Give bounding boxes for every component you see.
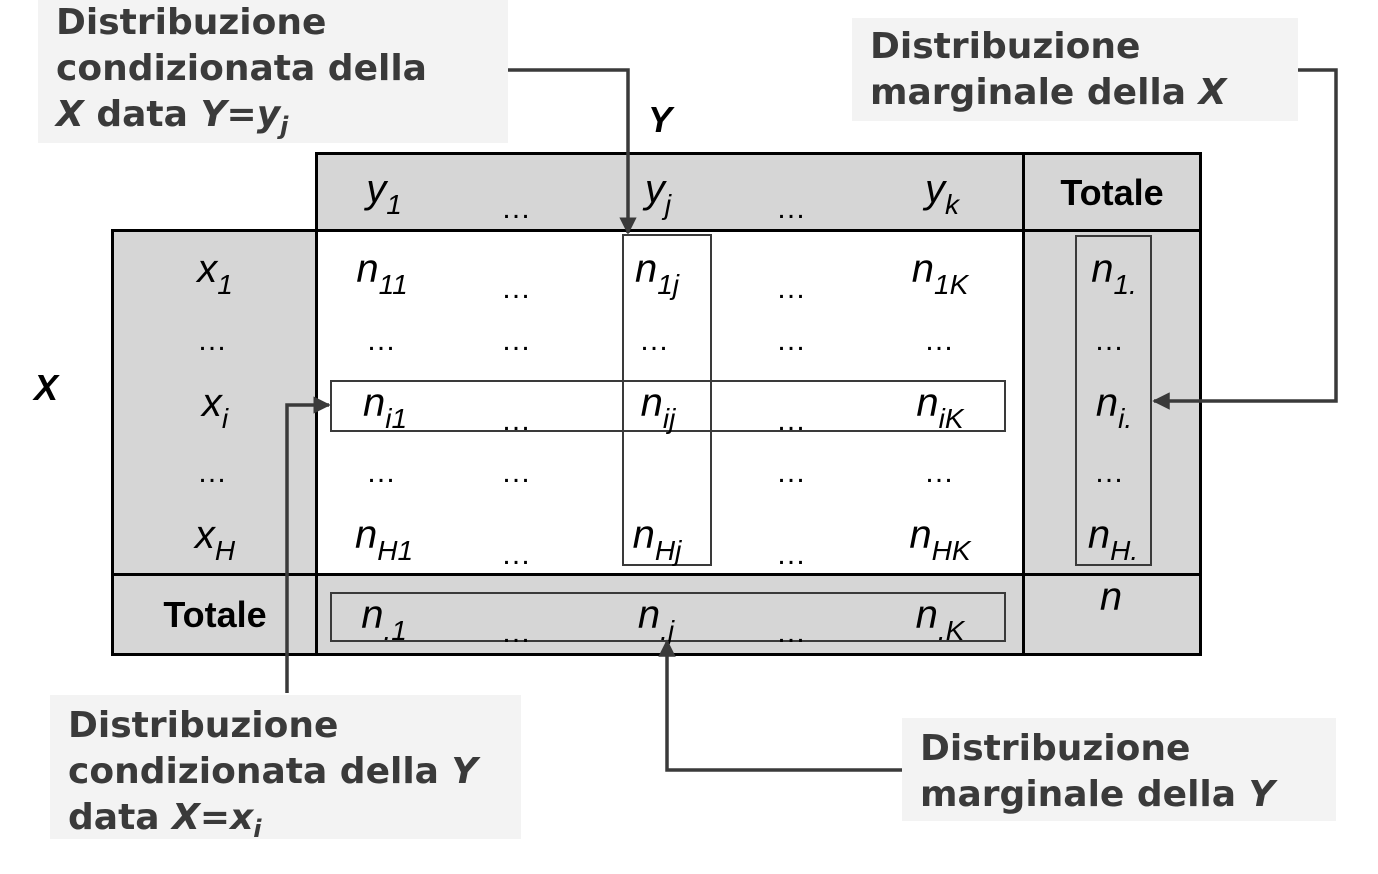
cell-ellipsis: … xyxy=(639,324,671,357)
annotation-line-2: condizionata della xyxy=(56,48,427,89)
grand-total: n xyxy=(1099,575,1123,619)
col-total-n1: n.1 xyxy=(361,593,407,646)
header-y1: y1 xyxy=(366,167,402,220)
row-label-x1: x1 xyxy=(197,247,233,300)
arrow-conditional-y xyxy=(285,396,331,693)
annotation-line-2: marginale della Y xyxy=(920,774,1275,815)
cell-ellipsis: … xyxy=(366,324,398,357)
annotation-conditional-x: Distribuzione condizionata della X data … xyxy=(38,0,508,143)
annotation-line-1: Distribuzione xyxy=(56,2,327,43)
header-total: Totale xyxy=(1060,172,1164,213)
row-label-background xyxy=(112,231,317,655)
row-variable-label: X xyxy=(34,367,59,408)
row-label-ellipsis: … xyxy=(197,324,229,357)
cell-ellipsis: … xyxy=(924,456,956,489)
cell-ellipsis: … xyxy=(776,404,808,437)
cell-ellipsis: … xyxy=(366,456,398,489)
cell-n11: n11 xyxy=(356,247,408,300)
arrow-conditional-x xyxy=(508,68,637,235)
table-line xyxy=(316,152,1202,155)
cell-nH1: nH1 xyxy=(354,513,414,566)
cell-ellipsis: … xyxy=(924,324,956,357)
annotation-marginal-x: Distribuzione marginale della X xyxy=(852,18,1298,121)
cell-n1j: n1j xyxy=(634,247,680,300)
cell-ellipsis: … xyxy=(776,538,808,571)
row-total-ellipsis: … xyxy=(1094,456,1126,489)
header-ellipsis: … xyxy=(501,192,533,225)
annotation-line-2: condizionata della Y xyxy=(68,751,478,792)
table-line xyxy=(111,229,114,656)
table-line xyxy=(111,229,1202,232)
annotation-line-1: Distribuzione xyxy=(870,26,1141,67)
highlight-column-j xyxy=(622,234,712,566)
cell-ellipsis: … xyxy=(776,456,808,489)
cell-nHK: nHK xyxy=(909,513,971,566)
col-total-ellipsis: … xyxy=(501,616,533,649)
col-total-ellipsis: … xyxy=(776,616,808,649)
annotation-marginal-y: Distribuzione marginale della Y xyxy=(902,718,1336,821)
annotation-line-1: Distribuzione xyxy=(68,705,339,746)
row-total-nH: nH. xyxy=(1087,513,1139,566)
cell-ellipsis: … xyxy=(501,456,533,489)
row-label-xH: xH xyxy=(194,513,236,566)
cell-ellipsis: … xyxy=(501,538,533,571)
cell-ellipsis: … xyxy=(776,324,808,357)
cell-nij: nij xyxy=(640,381,676,434)
row-total-ellipsis: … xyxy=(1094,324,1126,357)
row-total-n1: n1. xyxy=(1091,247,1137,300)
table-line xyxy=(1199,152,1202,656)
row-label-total: Totale xyxy=(163,594,267,635)
highlight-row-totals xyxy=(1075,235,1152,566)
cell-nHj: nHj xyxy=(632,513,682,566)
header-yj: yj xyxy=(644,167,672,220)
row-total-ni: ni. xyxy=(1095,381,1133,434)
table-line xyxy=(111,573,1202,576)
annotation-line-3: X data Y=yj xyxy=(56,94,289,140)
cell-ni1: ni1 xyxy=(362,381,408,434)
column-variable-label: Y xyxy=(648,99,673,140)
annotation-conditional-y: Distribuzione condizionata della Y data … xyxy=(50,695,521,843)
cell-n1K: n1K xyxy=(911,247,969,300)
col-total-nK: n.K xyxy=(915,593,965,646)
cell-ellipsis: … xyxy=(776,272,808,305)
annotation-line-2: marginale della X xyxy=(870,72,1227,113)
row-total-background xyxy=(1024,231,1200,655)
header-yk: yk xyxy=(925,167,959,220)
header-ellipsis: … xyxy=(776,192,808,225)
cell-ellipsis: … xyxy=(501,324,533,357)
table-body-background xyxy=(317,231,1024,574)
highlight-row-i xyxy=(330,380,1006,432)
col-total-nj: n.j xyxy=(637,593,675,646)
cell-niK: niK xyxy=(916,381,964,434)
header-row-background xyxy=(317,153,1200,231)
annotation-line-3: data X=xi xyxy=(68,797,262,843)
annotation-line-1: Distribuzione xyxy=(920,728,1191,769)
table-line xyxy=(1022,152,1025,656)
cell-ellipsis: … xyxy=(501,404,533,437)
cell-ellipsis: … xyxy=(501,272,533,305)
arrow-marginal-y xyxy=(658,639,902,772)
table-line xyxy=(111,653,1202,656)
arrow-marginal-x xyxy=(1152,68,1338,410)
row-label-ellipsis: … xyxy=(197,456,229,489)
row-label-xi: xi xyxy=(201,381,229,434)
